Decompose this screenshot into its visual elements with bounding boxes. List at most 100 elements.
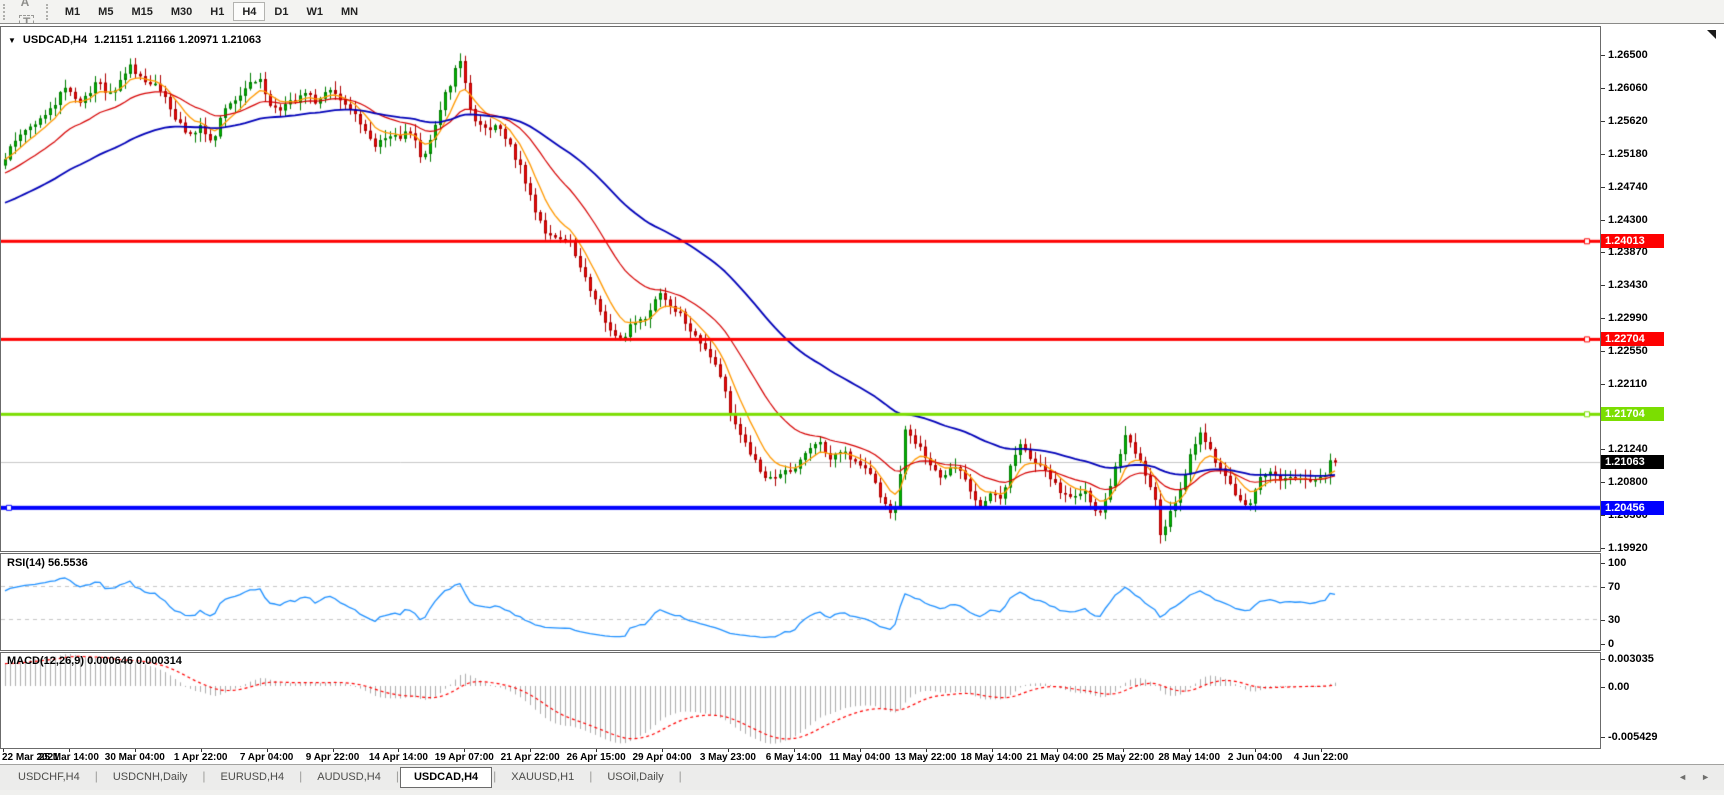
- time-tick-mark: [1057, 749, 1059, 752]
- time-axis-label: 21 Apr 22:00: [500, 752, 560, 763]
- symbol-dropdown-icon[interactable]: ▼: [8, 35, 16, 45]
- rsi-tick-mark: [1601, 619, 1605, 621]
- time-tick-mark: [3, 749, 4, 752]
- rsi-tick-mark: [1601, 644, 1605, 645]
- timeframe-button-H1[interactable]: H1: [201, 2, 233, 21]
- time-axis-label: 9 Apr 22:00: [305, 752, 360, 763]
- time-tick-mark: [464, 749, 466, 752]
- chart-title: ▼ USDCAD,H4 1.21151 1.21166 1.20971 1.21…: [8, 34, 261, 46]
- time-axis-label: 7 Apr 04:00: [239, 752, 294, 763]
- timeframe-button-M15[interactable]: M15: [122, 2, 161, 21]
- hline-price-tag[interactable]: 1.22704: [1601, 332, 1664, 347]
- price-tick-mark: [1601, 87, 1605, 89]
- hline-price-tag[interactable]: 1.20456: [1601, 500, 1664, 515]
- price-axis-tick: 1.23430: [1608, 278, 1648, 291]
- price-chart-pane[interactable]: ▼ USDCAD,H4 1.21151 1.21166 1.20971 1.21…: [0, 26, 1716, 552]
- rsi-axis-tick: 70: [1608, 581, 1621, 594]
- time-tick-mark: [1123, 749, 1125, 752]
- time-tick-mark: [1255, 749, 1257, 752]
- main-chart-canvas[interactable]: [1, 27, 1600, 551]
- price-tick-mark: [1601, 317, 1605, 319]
- price-tick-mark: [1601, 284, 1605, 286]
- price-axis-tick: 1.23870: [1608, 246, 1648, 259]
- macd-axis-tick: 0.00: [1608, 681, 1630, 693]
- macd-tick-mark: [1601, 659, 1605, 660]
- time-tick-mark: [662, 749, 663, 752]
- price-tick-mark: [1601, 548, 1605, 549]
- time-tick-mark: [925, 749, 927, 752]
- macd-canvas[interactable]: [1, 653, 1600, 748]
- rsi-tick-mark: [1601, 563, 1605, 564]
- time-axis-label: 6 May 14:00: [765, 752, 822, 763]
- rsi-canvas[interactable]: [1, 554, 1600, 650]
- text-label-tool-button[interactable]: A: [13, 0, 37, 12]
- tab-separator: |: [94, 769, 98, 783]
- time-tick-mark: [596, 749, 598, 752]
- price-axis-tick: 1.21240: [1608, 443, 1648, 456]
- time-tick-mark: [332, 749, 334, 752]
- time-axis-label: 25 Mar 14:00: [38, 752, 99, 763]
- timeframe-button-H4[interactable]: H4: [233, 2, 266, 22]
- time-axis-label: 11 May 04:00: [829, 752, 891, 763]
- price-axis-tick: 1.24300: [1608, 213, 1648, 226]
- timeframe-button-D1[interactable]: D1: [265, 2, 297, 21]
- timeframe-button-W1[interactable]: W1: [297, 2, 332, 21]
- rsi-indicator-pane[interactable]: RSI(14) 56.5536: [0, 553, 1601, 651]
- time-tick-mark: [1321, 749, 1322, 752]
- macd-indicator-pane[interactable]: MACD(12,26,9) 0.000646 0.000314: [0, 652, 1601, 749]
- chart-corner-marker: [1707, 30, 1716, 39]
- price-tick-mark: [1601, 383, 1605, 385]
- time-tick-mark: [530, 749, 532, 752]
- chart-tab-XAUUSDH1[interactable]: XAUUSD,H1: [497, 767, 588, 788]
- chart-symbol-label: USDCAD,H4: [22, 34, 88, 46]
- hline-price-tag[interactable]: 1.24013: [1601, 234, 1664, 249]
- tab-scroll-left-button[interactable]: ◄: [1678, 772, 1688, 782]
- timeframe-buttons: M1 M5 M15 M30 H1 H4 D1 W1 MN: [56, 2, 367, 22]
- time-axis-label: 4 Jun 22:00: [1293, 752, 1349, 763]
- toolbar-grip[interactable]: [3, 3, 8, 20]
- price-axis-tick: 1.22990: [1608, 311, 1648, 324]
- price-tick-mark: [1601, 350, 1605, 352]
- chart-tab-USDCNHDaily[interactable]: USDCNH,Daily: [99, 767, 202, 788]
- price-axis-tick: 1.19920: [1608, 542, 1648, 554]
- rsi-axis-tick: 30: [1608, 613, 1621, 626]
- macd-axis-tick: -0.005429: [1608, 731, 1658, 744]
- price-axis-tick: 1.22110: [1608, 377, 1648, 390]
- timeframe-button-M30[interactable]: M30: [162, 2, 201, 21]
- price-tick-mark: [1601, 449, 1605, 451]
- price-tick-mark: [1601, 482, 1605, 484]
- tab-scroll-right-button[interactable]: ►: [1701, 772, 1710, 782]
- chart-tab-USOilDaily[interactable]: USOil,Daily: [593, 767, 677, 788]
- time-tick-mark: [727, 749, 729, 752]
- time-tick-mark: [859, 749, 861, 752]
- tab-separator: |: [589, 769, 593, 783]
- tab-scroll-controls: ◄ ►: [1678, 772, 1710, 782]
- price-axis-tick: 1.22550: [1608, 344, 1648, 357]
- timeframe-button-M5[interactable]: M5: [89, 2, 122, 21]
- macd-axis-tick: 0.003035: [1608, 653, 1654, 665]
- window-frame-line: [0, 23, 1724, 24]
- timeframe-button-MN[interactable]: MN: [332, 2, 367, 21]
- time-axis-label: 26 Apr 15:00: [566, 752, 626, 763]
- chart-window: ▼ USDCAD,H4 1.21151 1.21166 1.20971 1.21…: [0, 24, 1724, 764]
- time-tick-mark: [1189, 749, 1191, 752]
- current-price-tag: 1.21063: [1601, 455, 1664, 470]
- price-tick-mark: [1601, 252, 1605, 254]
- price-tick-mark: [1601, 219, 1605, 221]
- hline-price-tag[interactable]: 1.21704: [1601, 407, 1664, 422]
- chart-tab-EURUSDH4[interactable]: EURUSD,H4: [207, 767, 299, 788]
- chart-tab-USDCADH4[interactable]: USDCAD,H4: [399, 767, 493, 788]
- time-tick-mark: [200, 749, 202, 752]
- time-axis-label: 28 May 14:00: [1158, 752, 1221, 763]
- timeframe-button-M1[interactable]: M1: [56, 2, 89, 21]
- price-tick-mark: [1601, 120, 1605, 122]
- chart-tab-AUDUSDH4[interactable]: AUDUSD,H4: [303, 767, 395, 788]
- time-tick-mark: [68, 749, 70, 752]
- time-axis-label: 29 Apr 04:00: [632, 752, 692, 763]
- time-axis-label: 13 May 22:00: [894, 752, 957, 763]
- toolbar-grip-2[interactable]: [45, 3, 51, 20]
- price-tick-mark: [1601, 186, 1605, 188]
- rsi-tick-mark: [1601, 587, 1605, 589]
- chart-tab-USDCHFH4[interactable]: USDCHF,H4: [4, 767, 94, 788]
